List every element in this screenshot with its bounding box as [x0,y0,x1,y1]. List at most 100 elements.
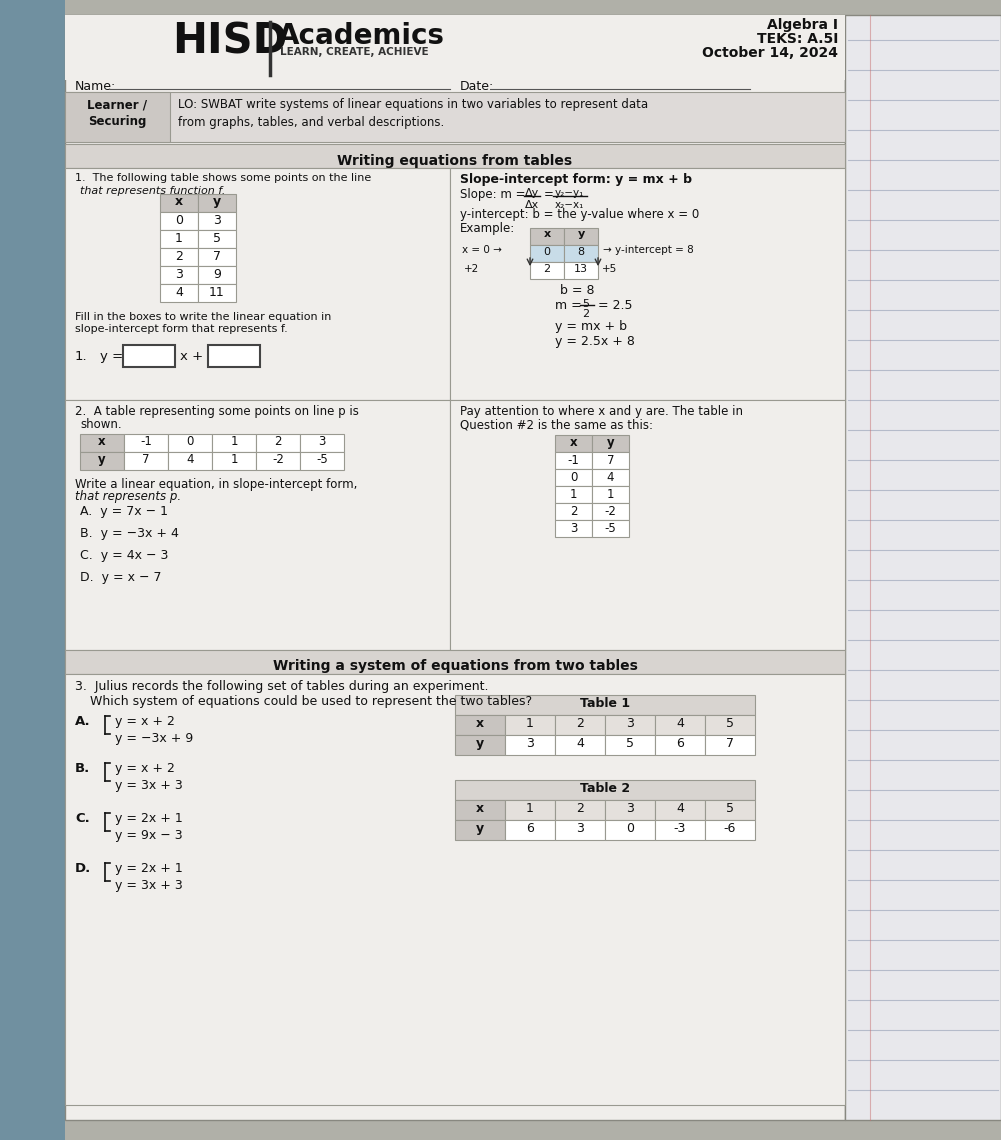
Bar [80,434,124,451]
Text: 1: 1 [607,488,615,500]
Text: Table 1: Table 1 [580,697,630,710]
Bar [655,800,705,820]
Text: y = 3x + 3: y = 3x + 3 [115,779,183,792]
Bar [605,800,655,820]
Text: 7: 7 [607,454,615,467]
Text: that represents p.: that represents p. [75,490,181,503]
Text: -3: -3 [674,822,687,834]
Text: y: y [213,195,221,207]
Bar [605,735,655,755]
Text: x = 0 →: x = 0 → [462,245,502,255]
Bar [705,800,755,820]
Text: b = 8: b = 8 [560,284,595,298]
Text: x: x [175,195,183,207]
Text: y = 2x + 1: y = 2x + 1 [115,812,183,825]
Text: y: y [475,736,484,750]
Text: y-intercept: b = the y-value where x = 0: y-intercept: b = the y-value where x = 0 [460,207,700,221]
Text: -5: -5 [605,522,617,535]
Text: 3: 3 [626,717,634,730]
Text: D.: D. [75,862,91,876]
Text: 2: 2 [274,435,281,448]
Text: x: x [570,435,578,449]
Text: 7: 7 [213,250,221,263]
Bar [168,434,212,451]
Text: 1: 1 [527,803,534,815]
Text: y = mx + b: y = mx + b [555,320,627,333]
Text: +5: +5 [602,264,618,274]
Text: y = 2.5x + 8: y = 2.5x + 8 [555,335,635,348]
Bar [455,780,755,800]
Bar [705,715,755,735]
Text: Date:: Date: [460,80,494,93]
Text: 3: 3 [570,522,578,535]
Text: Algebra I: Algebra I [767,18,838,32]
Text: Which system of equations could be used to represent the two tables?: Which system of equations could be used … [90,695,533,708]
Bar [505,800,555,820]
Bar [300,451,344,470]
Text: Slope-intercept form: y = mx + b: Slope-intercept form: y = mx + b [460,173,692,186]
Text: y: y [475,822,484,834]
Bar [198,284,236,302]
Text: y = x + 2: y = x + 2 [115,715,175,728]
Bar [555,715,605,735]
Bar [65,144,845,168]
Bar [0,0,65,1140]
Text: LO: SWBAT write systems of linear equations in two variables to represent data
f: LO: SWBAT write systems of linear equati… [178,98,648,129]
Text: x: x [475,717,484,730]
Text: 2: 2 [175,250,183,263]
Bar [65,400,450,650]
Text: Fill in the boxes to write the linear equation in: Fill in the boxes to write the linear eq… [75,312,331,321]
Text: 4: 4 [676,803,684,815]
Bar [198,249,236,266]
Text: 1: 1 [230,435,238,448]
Text: y₂−y₁: y₂−y₁ [555,188,585,198]
Text: October 14, 2024: October 14, 2024 [702,46,838,60]
Text: Writing equations from tables: Writing equations from tables [337,154,573,168]
Text: 1: 1 [175,233,183,245]
Text: 4: 4 [175,286,183,299]
Bar [65,92,170,142]
Text: y: y [607,435,615,449]
Text: 2: 2 [576,717,584,730]
Text: B.  y = −3x + 4: B. y = −3x + 4 [80,527,179,540]
Text: 3: 3 [527,736,534,750]
Bar [555,451,592,469]
Bar [300,434,344,451]
Text: y = x + 2: y = x + 2 [115,762,175,775]
Text: Learner /
Securing: Learner / Securing [87,98,147,128]
Text: -1: -1 [568,454,580,467]
Bar [592,520,629,537]
Text: 5: 5 [626,736,634,750]
Text: 3: 3 [576,822,584,834]
Bar [65,15,845,1119]
Bar [555,820,605,840]
Bar [160,194,198,212]
Text: TEKS: A.5I: TEKS: A.5I [757,32,838,46]
Bar [455,735,505,755]
Bar [605,820,655,840]
Text: C.  y = 4x − 3: C. y = 4x − 3 [80,549,168,562]
Bar [705,820,755,840]
Bar [530,228,564,245]
Text: Writing a system of equations from two tables: Writing a system of equations from two t… [272,659,638,673]
Text: 4: 4 [576,736,584,750]
Text: 0: 0 [570,471,578,484]
Bar [655,715,705,735]
Text: D.  y = x − 7: D. y = x − 7 [80,571,161,584]
Text: -2: -2 [605,505,617,518]
Bar [198,230,236,249]
Bar [655,735,705,755]
Text: Δx: Δx [525,200,540,210]
Text: 7: 7 [726,736,734,750]
Text: Δy: Δy [525,188,540,198]
Text: Slope: m =: Slope: m = [460,188,530,201]
Text: LEARN, CREATE, ACHIEVE: LEARN, CREATE, ACHIEVE [280,47,428,57]
Text: that represents function f.: that represents function f. [80,186,225,196]
Bar [208,345,260,367]
Text: -2: -2 [272,453,284,466]
Bar [555,735,605,755]
Bar [530,245,564,262]
Bar [455,820,505,840]
Bar [564,262,598,279]
Text: shown.: shown. [80,418,122,431]
